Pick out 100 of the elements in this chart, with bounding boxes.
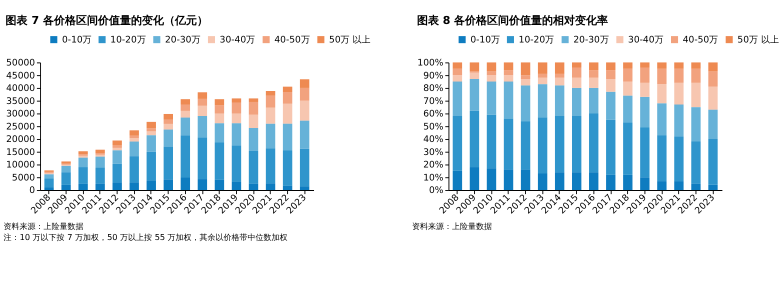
bar xyxy=(214,142,224,180)
bar xyxy=(300,120,310,149)
bar xyxy=(520,121,530,170)
bar xyxy=(538,78,548,84)
bar xyxy=(674,82,684,105)
y-tick-label: 100% xyxy=(417,58,444,69)
bar xyxy=(470,79,480,111)
bar xyxy=(640,68,650,83)
bar xyxy=(232,182,242,190)
y-tick-label: 90% xyxy=(423,71,444,82)
bar xyxy=(554,78,564,86)
bar xyxy=(657,62,667,69)
bar xyxy=(640,82,650,97)
bar xyxy=(572,68,582,78)
bar xyxy=(708,71,718,87)
bar xyxy=(266,148,276,184)
bar xyxy=(538,74,548,78)
bar xyxy=(78,167,88,184)
bar xyxy=(623,96,632,122)
bar xyxy=(146,152,156,181)
bar xyxy=(572,116,582,172)
bar xyxy=(486,82,496,115)
bar xyxy=(164,124,173,130)
legend-label: 0-10万 xyxy=(62,35,92,46)
bar xyxy=(282,104,292,124)
bar xyxy=(657,135,667,182)
bar xyxy=(520,79,530,86)
bar xyxy=(554,85,564,116)
bar xyxy=(180,104,190,111)
bar xyxy=(130,142,139,156)
bar xyxy=(248,128,258,151)
bar xyxy=(589,172,598,190)
bar xyxy=(589,113,598,172)
bar xyxy=(146,135,156,152)
bar xyxy=(61,184,71,190)
bar xyxy=(657,68,667,84)
bar xyxy=(180,118,190,136)
bar xyxy=(657,84,667,104)
bar xyxy=(691,107,701,142)
bar xyxy=(282,150,292,186)
bar xyxy=(470,72,480,80)
bar xyxy=(198,106,208,116)
y-tick-label: 45000 xyxy=(6,71,36,82)
y-tick-label: 25000 xyxy=(6,122,36,132)
bar xyxy=(589,78,598,88)
bar xyxy=(232,102,242,114)
bar xyxy=(164,130,173,147)
bar xyxy=(606,174,616,190)
bar xyxy=(180,99,190,105)
bar xyxy=(572,88,582,116)
bar xyxy=(44,178,54,188)
bar xyxy=(112,145,122,148)
y-tick-label: 40% xyxy=(423,135,444,146)
bar xyxy=(554,74,564,78)
legend-label: 20-30万 xyxy=(573,35,609,46)
bar xyxy=(674,62,684,69)
bar xyxy=(248,184,258,190)
bar xyxy=(232,113,242,124)
bar xyxy=(95,184,105,190)
bar xyxy=(640,96,650,128)
text: 资料来源：上险量数据 xyxy=(412,221,492,232)
bar xyxy=(112,140,122,146)
y-tick-label: 60% xyxy=(423,110,444,120)
bar xyxy=(164,146,173,180)
bar xyxy=(232,123,242,146)
legend-label: 20-30万 xyxy=(164,35,200,46)
bar xyxy=(589,88,598,114)
bar xyxy=(146,180,156,190)
bar xyxy=(520,170,530,190)
bar xyxy=(538,173,548,190)
y-tick-label: 70% xyxy=(423,96,444,107)
bar xyxy=(44,187,54,190)
bar xyxy=(691,62,701,69)
bar xyxy=(623,122,632,175)
bar xyxy=(589,62,598,70)
bar xyxy=(130,136,139,138)
bar xyxy=(180,178,190,190)
legend-label: 10-20万 xyxy=(518,35,554,46)
bar xyxy=(146,122,156,128)
y-tick-label: 10000 xyxy=(6,160,36,171)
bar xyxy=(266,124,276,148)
legend-label: 30-40万 xyxy=(628,35,664,46)
bar xyxy=(623,82,632,96)
bar xyxy=(708,62,718,72)
bar xyxy=(198,98,208,106)
bar xyxy=(572,62,582,68)
chart-title: 图表 8 各价格区间价值量的相对变化率 xyxy=(416,14,608,28)
bar xyxy=(78,151,88,154)
legend-label: 0-10万 xyxy=(470,35,500,46)
bar xyxy=(470,167,480,190)
bar xyxy=(282,124,292,150)
bar xyxy=(657,103,667,136)
bar xyxy=(232,98,242,102)
bar xyxy=(130,138,139,142)
bar xyxy=(504,70,514,76)
legend-label: 30-40万 xyxy=(220,35,256,46)
bar xyxy=(538,62,548,74)
legend-label: 50万 以上 xyxy=(329,34,371,46)
bar xyxy=(61,172,71,185)
bar xyxy=(214,113,224,124)
